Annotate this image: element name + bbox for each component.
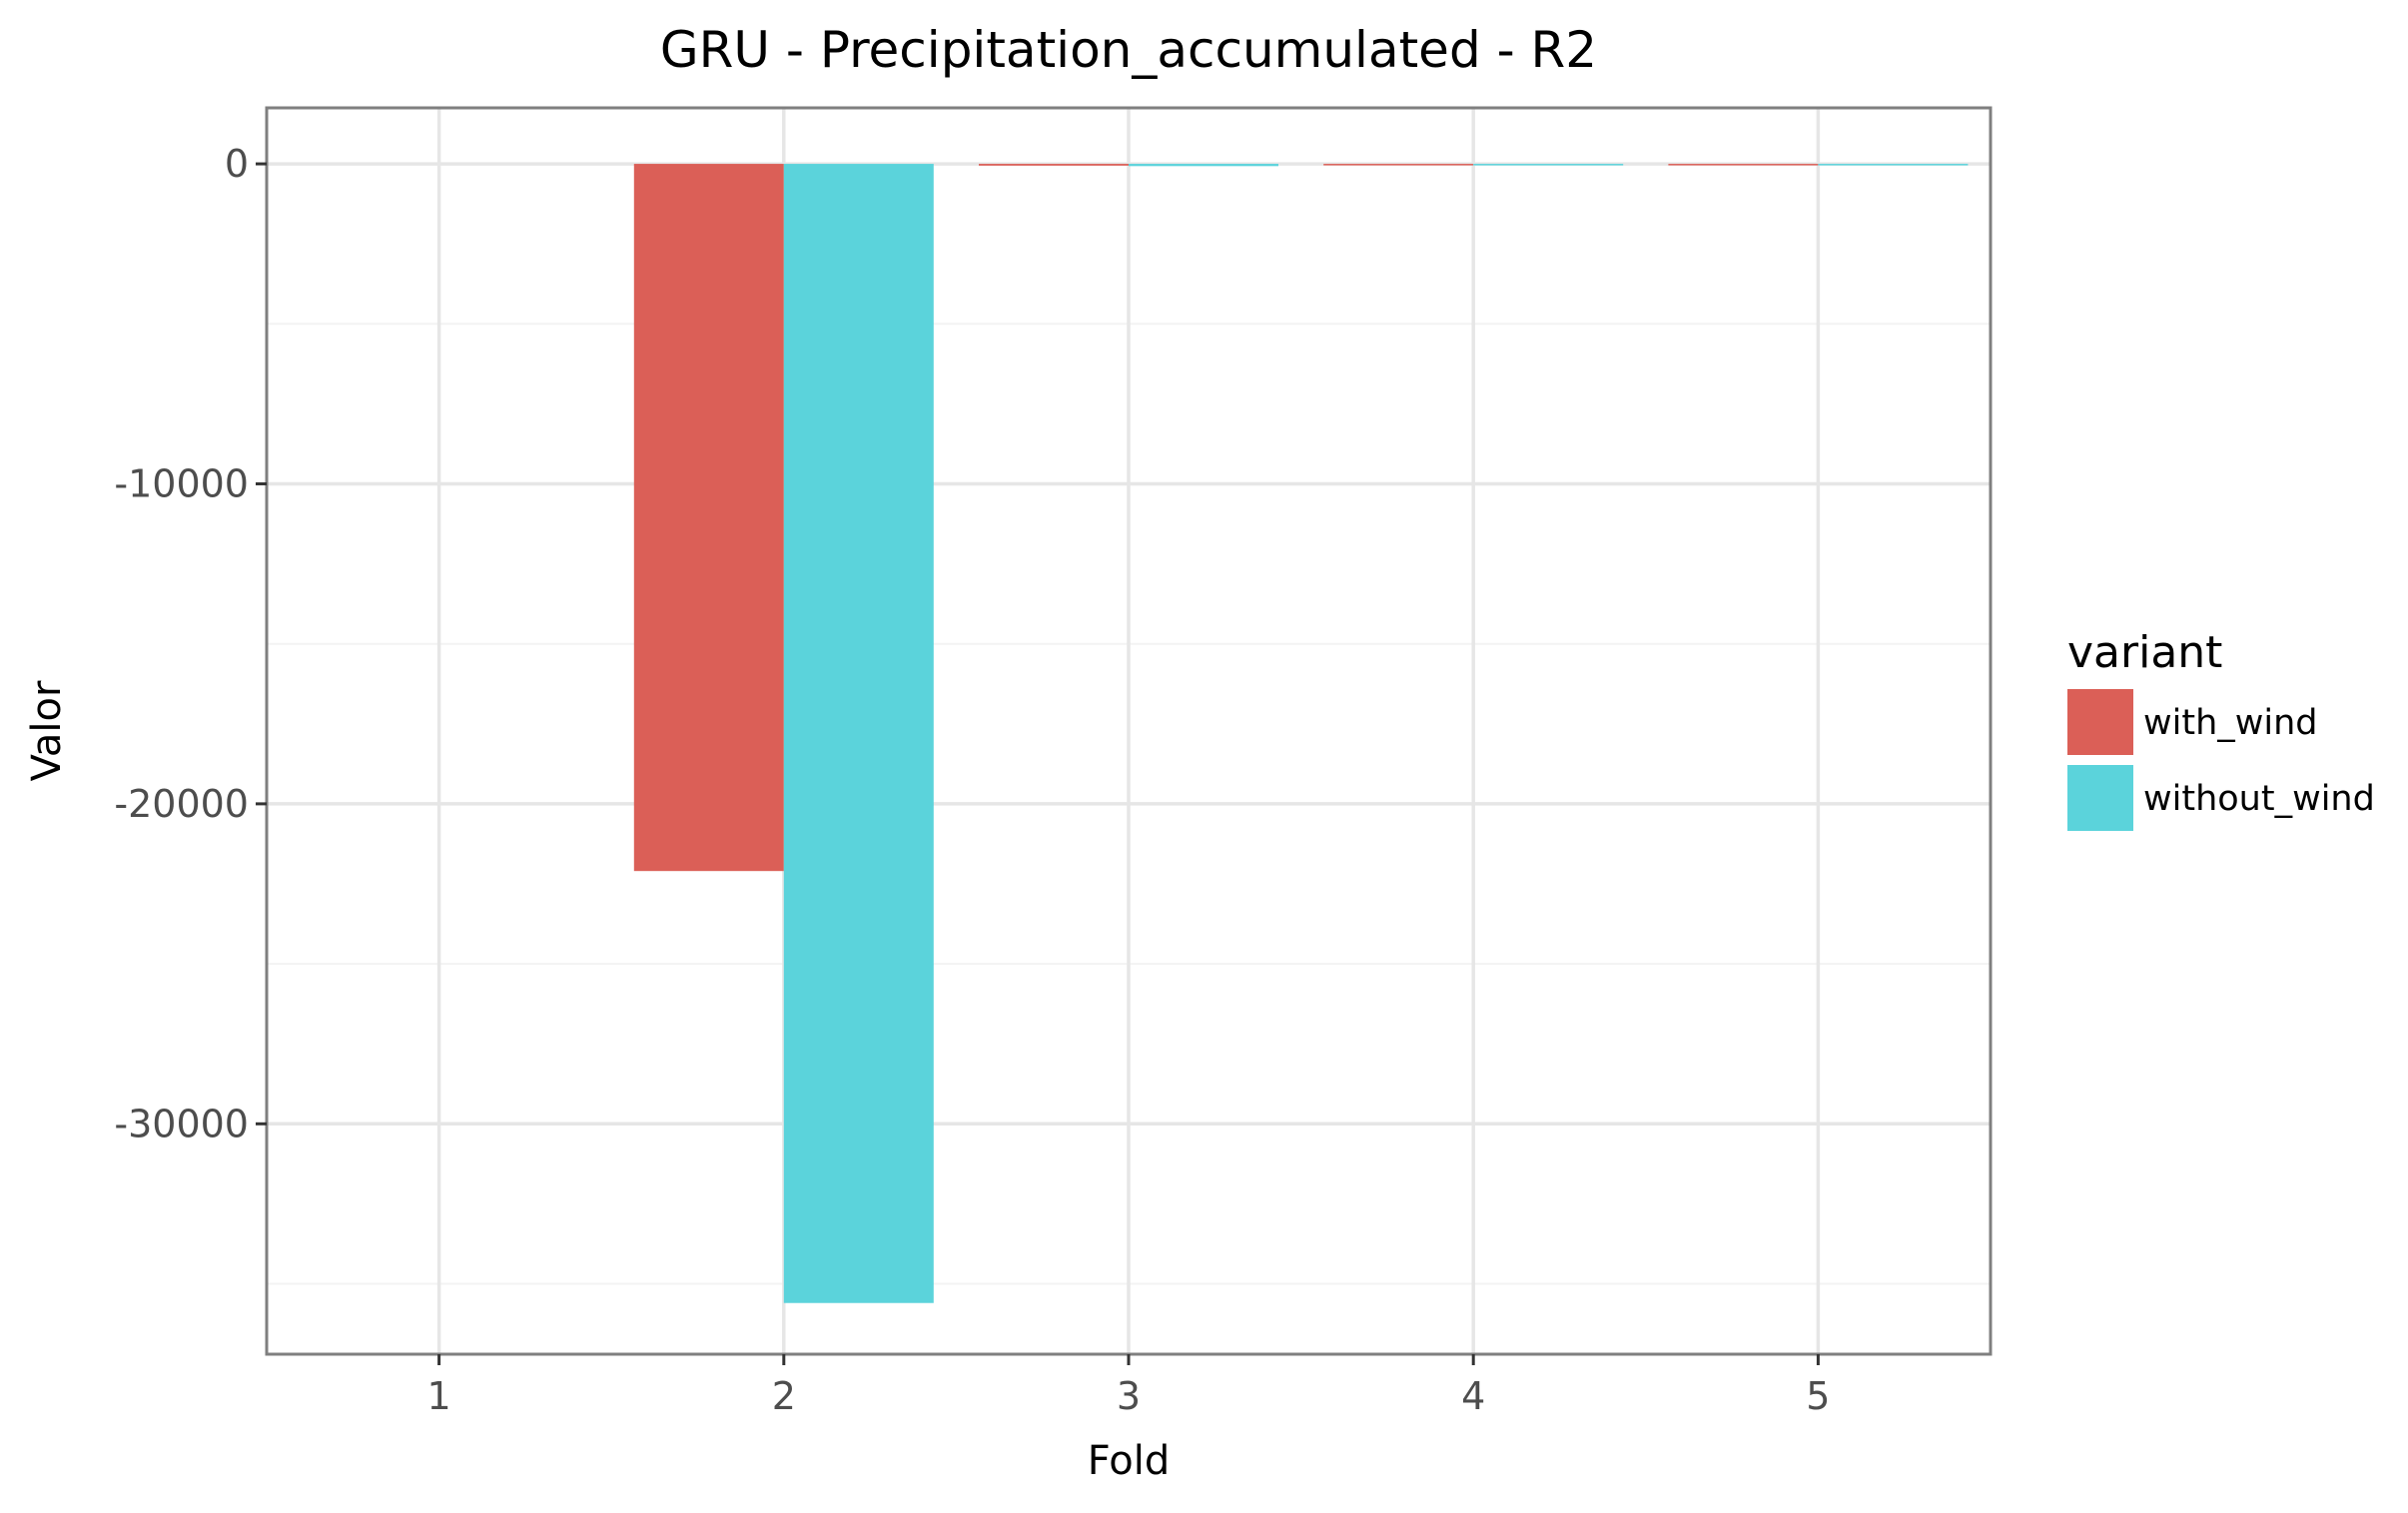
bar-without_wind-fold-3	[1129, 164, 1278, 167]
legend-swatch-without_wind	[2067, 765, 2133, 831]
bar-without_wind-fold-5	[1818, 164, 1969, 166]
x-tick-label: 3	[1117, 1374, 1141, 1418]
x-tick-label: 5	[1806, 1374, 1830, 1418]
legend-items: with_wind without_wind	[2067, 689, 2375, 831]
bar-with_wind-fold-3	[979, 164, 1129, 166]
x-tick-label: 2	[772, 1374, 796, 1418]
legend-swatch-with_wind	[2067, 689, 2133, 755]
y-tick-label: 0	[225, 142, 249, 186]
x-tick-label: 1	[427, 1374, 451, 1418]
x-axis: 1 2 3 4 5	[427, 1354, 1830, 1418]
legend-label-without_wind: without_wind	[2143, 779, 2375, 819]
y-tick-label: -20000	[114, 782, 249, 826]
y-axis-title: Valor	[24, 680, 70, 781]
x-axis-title: Fold	[1088, 1438, 1171, 1484]
legend-label-with_wind: with_wind	[2143, 703, 2318, 743]
y-axis: 0 -10000 -20000 -30000	[114, 142, 267, 1145]
plot-bars	[633, 164, 1969, 1303]
y-tick-label: -10000	[114, 461, 249, 505]
bar-with_wind-fold-2	[633, 164, 784, 872]
chart-title: GRU - Precipitation_accumulated - R2	[660, 21, 1597, 79]
x-tick-label: 4	[1461, 1374, 1485, 1418]
bar-with_wind-fold-5	[1668, 164, 1819, 166]
bar-without_wind-fold-2	[783, 164, 934, 1303]
legend-title: variant	[2067, 627, 2222, 678]
y-tick-label: -30000	[114, 1102, 249, 1145]
bar-without_wind-fold-4	[1473, 164, 1624, 166]
legend: variant with_wind without_wind	[2067, 627, 2375, 831]
bar-with_wind-fold-4	[1323, 164, 1474, 166]
